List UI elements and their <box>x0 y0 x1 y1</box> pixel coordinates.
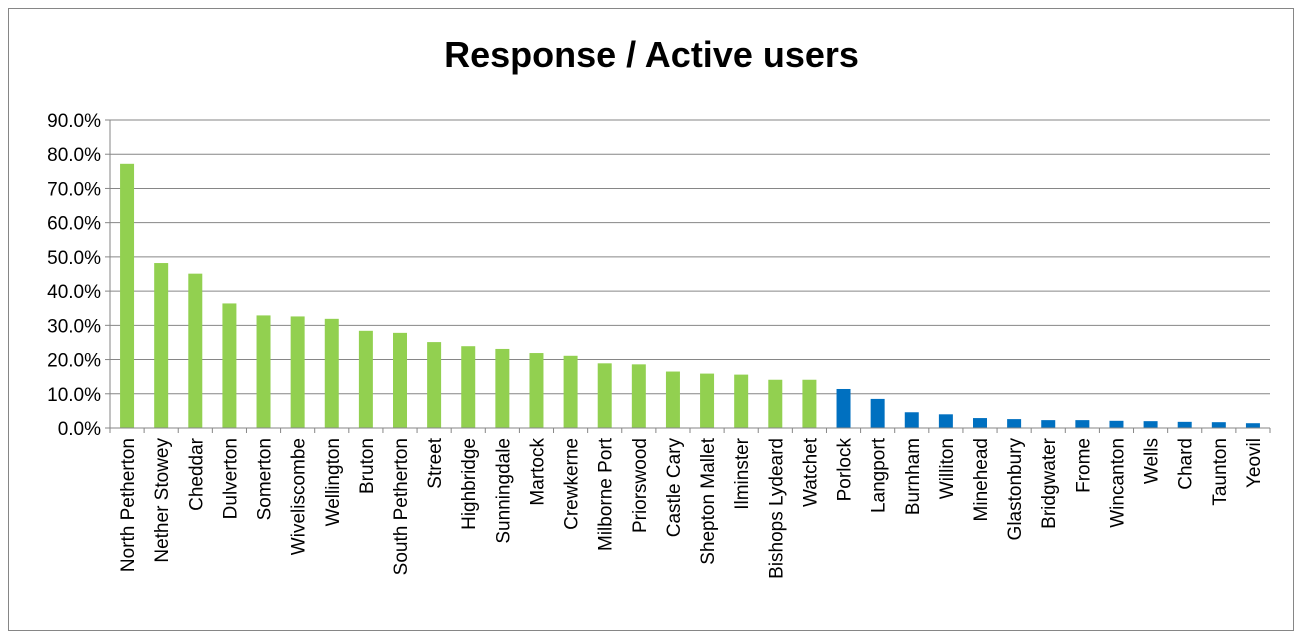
x-tick-label: Frome <box>1073 438 1094 493</box>
bar-9 <box>427 342 442 428</box>
x-tick-label: Wincanton <box>1107 438 1128 528</box>
bar-6 <box>324 318 339 428</box>
x-tick-label: Wellington <box>323 438 344 526</box>
bar-1 <box>154 263 169 428</box>
x-tick-label: Williton <box>937 438 958 499</box>
x-tick-label: Castle Cary <box>664 438 685 538</box>
x-tick-label: Bishops Lydeard <box>766 438 787 579</box>
x-tick-label: Minehead <box>971 438 992 521</box>
bar-21 <box>836 388 851 428</box>
x-tick-label: Sunningdale <box>493 438 514 544</box>
chart-frame <box>8 8 1294 631</box>
bar-29 <box>1109 420 1124 428</box>
x-tick-label: Langport <box>869 437 890 513</box>
bar-3 <box>222 303 237 428</box>
x-tick-label: Cheddar <box>186 437 207 511</box>
x-tick-label: South Petherton <box>391 438 412 575</box>
x-tick-label: Crewkerne <box>562 438 583 530</box>
bar-30 <box>1143 421 1158 428</box>
x-tick-label: Watchet <box>800 437 821 507</box>
axes <box>105 119 1271 433</box>
x-tick-label: Dulverton <box>220 438 241 519</box>
x-tick-label: Porlock <box>835 438 856 502</box>
bar-26 <box>1007 419 1022 428</box>
x-tick-label: Yeovil <box>1244 438 1265 488</box>
y-tick-label: 10.0% <box>47 385 101 406</box>
bar-25 <box>973 418 987 428</box>
x-tick-label: Ilminster <box>732 437 753 509</box>
bar-20 <box>802 379 817 428</box>
bar-31 <box>1177 421 1192 428</box>
x-tick-label: Milborne Port <box>596 437 617 551</box>
x-tick-label: Bruton <box>357 438 378 494</box>
bar-23 <box>904 412 919 428</box>
bar-11 <box>495 348 510 428</box>
y-tick-label: 60.0% <box>47 214 101 235</box>
bar-28 <box>1075 420 1090 428</box>
bar-32 <box>1211 422 1226 428</box>
bar-16 <box>665 371 680 428</box>
bar-8 <box>393 332 407 428</box>
gridlines <box>110 119 1270 395</box>
x-tick-label: Somerton <box>255 438 276 520</box>
bar-2 <box>188 273 203 428</box>
x-tick-label: Street <box>425 437 446 488</box>
chart-title: Response / Active users <box>444 34 859 75</box>
y-tick-label: 0.0% <box>58 419 101 440</box>
bar-0 <box>120 163 135 428</box>
y-tick-label: 90.0% <box>47 111 101 132</box>
bars <box>120 163 1260 428</box>
x-tick-label: Glastonbury <box>1005 438 1026 541</box>
x-tick-label: Chard <box>1176 438 1197 490</box>
y-tick-label: 50.0% <box>47 248 101 269</box>
y-tick-label: 20.0% <box>47 351 101 372</box>
x-tick-label: Priorswood <box>630 438 651 533</box>
bar-12 <box>529 353 544 428</box>
x-tick-label: Wiveliscombe <box>289 438 310 555</box>
bar-22 <box>870 398 885 428</box>
x-tick-label: Shepton Mallet <box>698 437 719 564</box>
bar-10 <box>461 346 476 428</box>
x-tick-label: Taunton <box>1210 438 1231 506</box>
x-tick-label: Wells <box>1142 438 1163 484</box>
bar-33 <box>1245 423 1260 428</box>
bar-5 <box>290 316 305 428</box>
x-tick-label: Highbridge <box>459 438 480 530</box>
x-tick-label: Burnham <box>903 438 924 515</box>
y-tick-label: 80.0% <box>47 145 101 166</box>
bar-4 <box>256 315 271 428</box>
y-tick-label: 70.0% <box>47 179 101 200</box>
x-tick-label: North Petherton <box>118 438 139 572</box>
bar-24 <box>938 414 953 428</box>
bar-14 <box>597 363 612 428</box>
bar-15 <box>631 364 646 428</box>
bar-18 <box>734 374 749 428</box>
y-tick-label: 30.0% <box>47 316 101 337</box>
bar-19 <box>768 379 783 428</box>
x-tick-label: Martock <box>527 438 548 506</box>
x-tick-label: Nether Stowey <box>152 438 173 563</box>
bar-7 <box>358 330 373 428</box>
bar-17 <box>700 373 715 428</box>
bar-27 <box>1041 420 1056 428</box>
x-tick-label: Bridgwater <box>1039 437 1060 528</box>
bar-13 <box>563 355 578 428</box>
tick-labels: 0.0% 10.0% 20.0% 30.0% 40.0% 50.0% 60.0% 70.0% 8… <box>47 111 1265 579</box>
y-tick-label: 40.0% <box>47 282 101 303</box>
